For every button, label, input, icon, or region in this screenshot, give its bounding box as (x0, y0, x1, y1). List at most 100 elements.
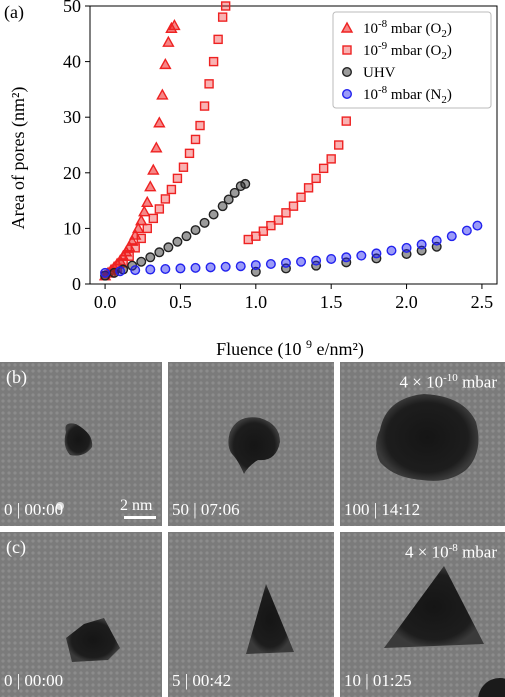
data-point (147, 163, 160, 175)
data-point (115, 266, 126, 277)
data-point (217, 12, 228, 22)
data-point (190, 262, 201, 273)
data-point (153, 116, 166, 128)
legend-marker (340, 21, 354, 33)
data-point (190, 225, 201, 236)
data-point (208, 209, 219, 220)
pore (228, 417, 280, 474)
legend-label-exponent: -8 (378, 84, 388, 96)
data-point (311, 255, 322, 266)
data-point (181, 231, 192, 242)
legend-label-gas: mbar (O (387, 43, 441, 59)
x-axis-label-text: Fluence (10 (216, 339, 301, 360)
data-point (199, 101, 210, 111)
data-point (251, 231, 261, 241)
data-point (132, 221, 145, 234)
legend-label-exponent: -8 (378, 18, 388, 30)
data-point (235, 261, 246, 272)
legend-label: 10-9 mbar (O2) (363, 40, 452, 62)
data-point (472, 220, 483, 231)
frame-label: 0 | 00:00 (4, 500, 64, 519)
x-tick-label: 2.0 (395, 292, 418, 312)
data-point (178, 162, 189, 172)
data-point (416, 239, 427, 250)
data-point (356, 250, 367, 261)
data-point (461, 225, 472, 236)
y-tick-label: 50 (63, 0, 81, 16)
panel-b-letter: (b) (6, 367, 27, 387)
data-point (318, 163, 329, 174)
plot-frame (89, 5, 498, 285)
pore (376, 394, 479, 481)
tem-frame-c3: 4 × 10-8 mbar 10 | 01:25 (340, 532, 505, 697)
pressure-exponent: -10 (443, 372, 458, 384)
data-point (341, 252, 352, 263)
data-point (135, 214, 148, 226)
legend-label: 10-8 mbar (O2) (363, 18, 452, 40)
chart-marks (98, 1, 483, 281)
data-point (159, 57, 172, 70)
data-point (168, 19, 181, 31)
data-point (205, 262, 216, 273)
tem-image (0, 362, 162, 526)
legend-label-main: 10 (363, 21, 378, 37)
data-point (100, 270, 111, 281)
frame-label: 50 | 07:06 (172, 500, 240, 519)
data-point (220, 261, 231, 272)
data-point (136, 256, 147, 267)
data-point (296, 256, 307, 267)
pore (384, 566, 484, 648)
legend-marker (342, 88, 353, 99)
data-point (288, 201, 299, 211)
tem-frame-c2: 5 | 00:42 (168, 532, 334, 697)
frame-label: 100 | 14:12 (344, 500, 421, 519)
data-point (172, 236, 183, 247)
pore (64, 423, 93, 456)
frame-label: 10 | 01:25 (344, 671, 412, 690)
data-point (141, 195, 154, 207)
legend-label: UHV (363, 65, 396, 81)
y-tick-label: 30 (63, 107, 81, 127)
data-point (175, 263, 186, 274)
panel-c-letter: (c) (6, 537, 26, 557)
x-tick-label: 0.5 (169, 292, 192, 312)
pressure-label: 4 × 10-10 mbar (400, 372, 497, 393)
legend-label-subscript: 2 (441, 28, 447, 40)
scale-bar-label: 2 nm (120, 497, 153, 514)
data-point (184, 148, 195, 159)
data-point (311, 173, 321, 184)
data-point (118, 258, 128, 268)
data-point (130, 243, 140, 253)
y-tick-label: 0 (72, 274, 81, 294)
data-point (145, 252, 156, 263)
legend-label-main: 10 (363, 87, 378, 103)
data-point (334, 140, 344, 150)
tem-image (340, 362, 505, 526)
data-point (296, 192, 306, 202)
legend-label-subscript: 2 (441, 50, 447, 62)
data-point (341, 257, 352, 268)
x-tick-label: 1.5 (320, 292, 343, 312)
legend-label-subscript: 2 (441, 94, 447, 106)
series-4 (243, 116, 351, 245)
data-point (220, 1, 231, 11)
data-point (126, 234, 139, 246)
data-point (124, 251, 134, 261)
data-point (223, 194, 234, 205)
data-point (162, 35, 175, 47)
x-axis-label: Fluence (10 9 e/nm²) (216, 337, 364, 360)
data-point (280, 257, 291, 268)
scale-bar (124, 516, 156, 519)
data-point (243, 234, 253, 245)
data-point (217, 201, 228, 212)
x-axis-label-unit: e/nm²) (312, 339, 364, 360)
data-point (281, 208, 291, 218)
x-tick-label: 2.5 (471, 292, 494, 312)
data-point (371, 248, 382, 259)
y-tick-label: 10 (63, 218, 81, 238)
data-point (160, 194, 171, 204)
data-point (431, 235, 442, 246)
frame-label: 5 | 00:42 (172, 671, 232, 690)
